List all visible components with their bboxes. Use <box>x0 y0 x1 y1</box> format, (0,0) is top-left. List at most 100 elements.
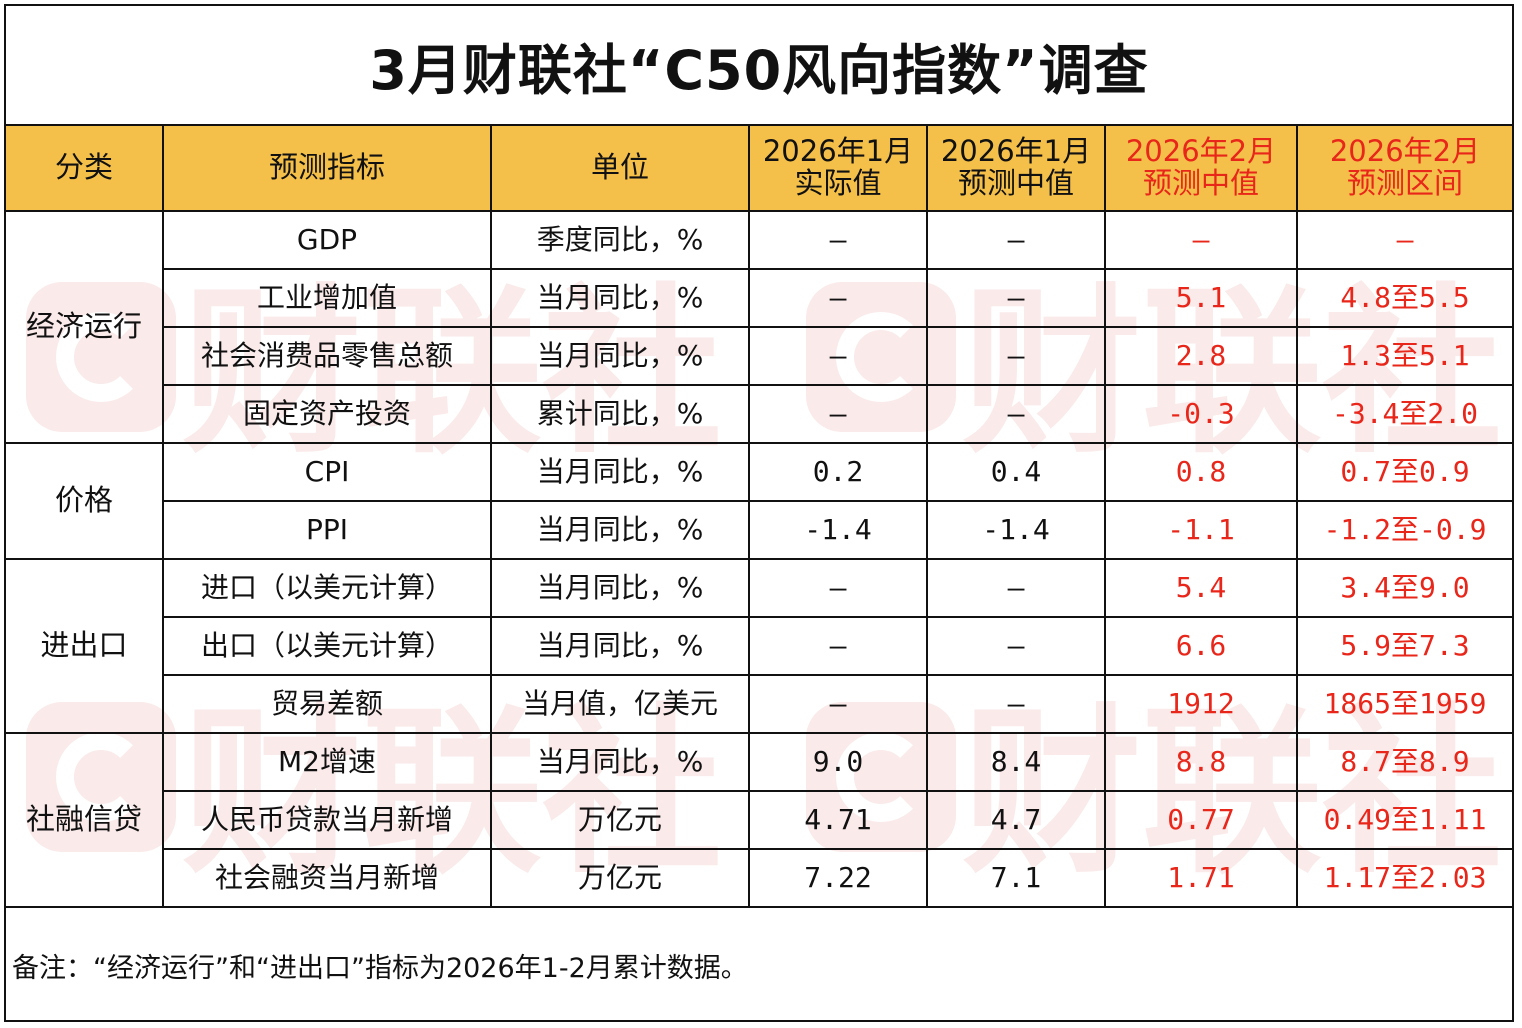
unit-cell: 当月同比，% <box>490 558 750 618</box>
header-jan-actual-line2: 实际值 <box>794 166 882 200</box>
header-indicator: 预测指标 <box>162 124 492 212</box>
feb-median-cell: 2.8 <box>1104 326 1298 386</box>
jan-median-cell: — <box>926 558 1106 618</box>
table-row: 社会融资当月新增 万亿元 7.22 7.1 1.71 1.17至2.03 <box>6 848 1512 908</box>
unit-cell: 当月同比，% <box>490 442 750 502</box>
jan-median-cell: — <box>926 674 1106 734</box>
feb-median-cell: -1.1 <box>1104 500 1298 560</box>
feb-median-cell: 1.71 <box>1104 848 1298 908</box>
category-cell-price: 价格 <box>6 442 164 560</box>
unit-cell: 当月值，亿美元 <box>490 674 750 734</box>
indicator-cell: 固定资产投资 <box>162 384 492 444</box>
table-row: 出口（以美元计算） 当月同比，% — — 6.6 5.9至7.3 <box>6 616 1512 676</box>
feb-median-cell: 5.1 <box>1104 268 1298 328</box>
feb-range-cell: -3.4至2.0 <box>1296 384 1512 444</box>
header-jan-median-line1: 2026年1月 <box>940 134 1092 169</box>
table-row: 人民币贷款当月新增 万亿元 4.71 4.7 0.77 0.49至1.11 <box>6 790 1512 850</box>
jan-actual-cell: -1.4 <box>748 500 928 560</box>
jan-actual-cell: — <box>748 616 928 676</box>
jan-median-cell: -1.4 <box>926 500 1106 560</box>
table-row: 工业增加值 当月同比，% — — 5.1 4.8至5.5 <box>6 268 1512 328</box>
feb-range-cell: 0.7至0.9 <box>1296 442 1512 502</box>
unit-cell: 当月同比，% <box>490 326 750 386</box>
indicator-cell: M2增速 <box>162 732 492 792</box>
indicator-cell: CPI <box>162 442 492 502</box>
feb-median-cell: 8.8 <box>1104 732 1298 792</box>
table-row: PPI 当月同比，% -1.4 -1.4 -1.1 -1.2至-0.9 <box>6 500 1512 560</box>
forecast-table: 分类 预测指标 单位 2026年1月 实际值 2026年1月 预测中值 2026年2… <box>6 124 1512 908</box>
feb-median-cell: 6.6 <box>1104 616 1298 676</box>
header-jan-actual: 2026年1月 实际值 <box>748 124 928 212</box>
indicator-cell: 进口（以美元计算） <box>162 558 492 618</box>
jan-median-cell: 8.4 <box>926 732 1106 792</box>
jan-median-cell: 4.7 <box>926 790 1106 850</box>
jan-actual-cell: — <box>748 326 928 386</box>
indicator-cell: GDP <box>162 210 492 270</box>
jan-actual-cell: — <box>748 210 928 270</box>
table-row: 社融信贷 M2增速 当月同比，% 9.0 8.4 8.8 8.7至8.9 <box>6 732 1512 908</box>
table-row: 社会消费品零售总额 当月同比，% — — 2.8 1.3至5.1 <box>6 326 1512 386</box>
feb-range-cell: 1.3至5.1 <box>1296 326 1512 386</box>
category-cell-economy: 经济运行 <box>6 210 164 444</box>
page-title: 3月财联社“C50风向指数”调查 <box>369 38 1149 102</box>
header-feb-median: 2026年2月 预测中值 <box>1104 124 1298 212</box>
indicator-cell: 社会消费品零售总额 <box>162 326 492 386</box>
header-feb-range: 2026年2月 预测区间 <box>1296 124 1512 212</box>
header-jan-median-line2: 预测中值 <box>957 166 1074 200</box>
feb-range-cell: — <box>1296 210 1512 270</box>
indicator-cell: 工业增加值 <box>162 268 492 328</box>
header-category: 分类 <box>6 124 164 212</box>
header-feb-median-line2: 预测中值 <box>1142 166 1259 200</box>
unit-cell: 累计同比，% <box>490 384 750 444</box>
jan-actual-cell: 9.0 <box>748 732 928 792</box>
feb-median-cell: -0.3 <box>1104 384 1298 444</box>
unit-cell: 季度同比，% <box>490 210 750 270</box>
feb-range-cell: 5.9至7.3 <box>1296 616 1512 676</box>
jan-median-cell: — <box>926 210 1106 270</box>
jan-median-cell: — <box>926 384 1106 444</box>
feb-range-cell: 1.17至2.03 <box>1296 848 1512 908</box>
indicator-cell: 社会融资当月新增 <box>162 848 492 908</box>
category-cell-credit: 社融信贷 <box>6 732 164 908</box>
feb-median-cell: 0.8 <box>1104 442 1298 502</box>
feb-range-cell: -1.2至-0.9 <box>1296 500 1512 560</box>
feb-median-cell: 1912 <box>1104 674 1298 734</box>
unit-cell: 万亿元 <box>490 790 750 850</box>
unit-cell: 当月同比，% <box>490 268 750 328</box>
table-row: 固定资产投资 累计同比，% — — -0.3 -3.4至2.0 <box>6 384 1512 444</box>
header-feb-range-line2: 预测区间 <box>1346 166 1463 200</box>
table-row: 经济运行 GDP 季度同比，% — — — — <box>6 210 1512 444</box>
report-frame: 财联社 财联社 财联社 财联社 3月财联社“C50风向指数”调查 分类 预测指标… <box>4 4 1514 1022</box>
table-row: 贸易差额 当月值，亿美元 — — 1912 1865至1959 <box>6 674 1512 734</box>
jan-actual-cell: — <box>748 268 928 328</box>
jan-actual-cell: 0.2 <box>748 442 928 502</box>
unit-cell: 当月同比，% <box>490 500 750 560</box>
header-jan-median: 2026年1月 预测中值 <box>926 124 1106 212</box>
header-feb-range-line1: 2026年2月 <box>1329 134 1481 169</box>
table-header-row: 分类 预测指标 单位 2026年1月 实际值 2026年1月 预测中值 2026年2… <box>6 124 1512 212</box>
feb-range-cell: 8.7至8.9 <box>1296 732 1512 792</box>
jan-median-cell: — <box>926 326 1106 386</box>
indicator-cell: PPI <box>162 500 492 560</box>
jan-median-cell: — <box>926 268 1106 328</box>
jan-actual-cell: 7.22 <box>748 848 928 908</box>
feb-range-cell: 4.8至5.5 <box>1296 268 1512 328</box>
jan-actual-cell: — <box>748 558 928 618</box>
jan-actual-cell: — <box>748 384 928 444</box>
feb-range-cell: 0.49至1.11 <box>1296 790 1512 850</box>
table-row: 进出口 进口（以美元计算） 当月同比，% — — 5.4 3.4至9.0 <box>6 558 1512 734</box>
header-jan-actual-line1: 2026年1月 <box>762 134 914 169</box>
feb-range-cell: 1865至1959 <box>1296 674 1512 734</box>
jan-median-cell: 7.1 <box>926 848 1106 908</box>
feb-median-cell: 0.77 <box>1104 790 1298 850</box>
table-row: 价格 CPI 当月同比，% 0.2 0.4 0.8 0.7至0.9 <box>6 442 1512 560</box>
unit-cell: 万亿元 <box>490 848 750 908</box>
feb-range-cell: 3.4至9.0 <box>1296 558 1512 618</box>
unit-cell: 当月同比，% <box>490 616 750 676</box>
jan-median-cell: — <box>926 616 1106 676</box>
jan-actual-cell: — <box>748 674 928 734</box>
indicator-cell: 出口（以美元计算） <box>162 616 492 676</box>
header-unit: 单位 <box>490 124 750 212</box>
feb-median-cell: 5.4 <box>1104 558 1298 618</box>
footnote: 备注：“经济运行”和“进出口”指标为2026年1-2月累计数据。 <box>12 953 748 984</box>
